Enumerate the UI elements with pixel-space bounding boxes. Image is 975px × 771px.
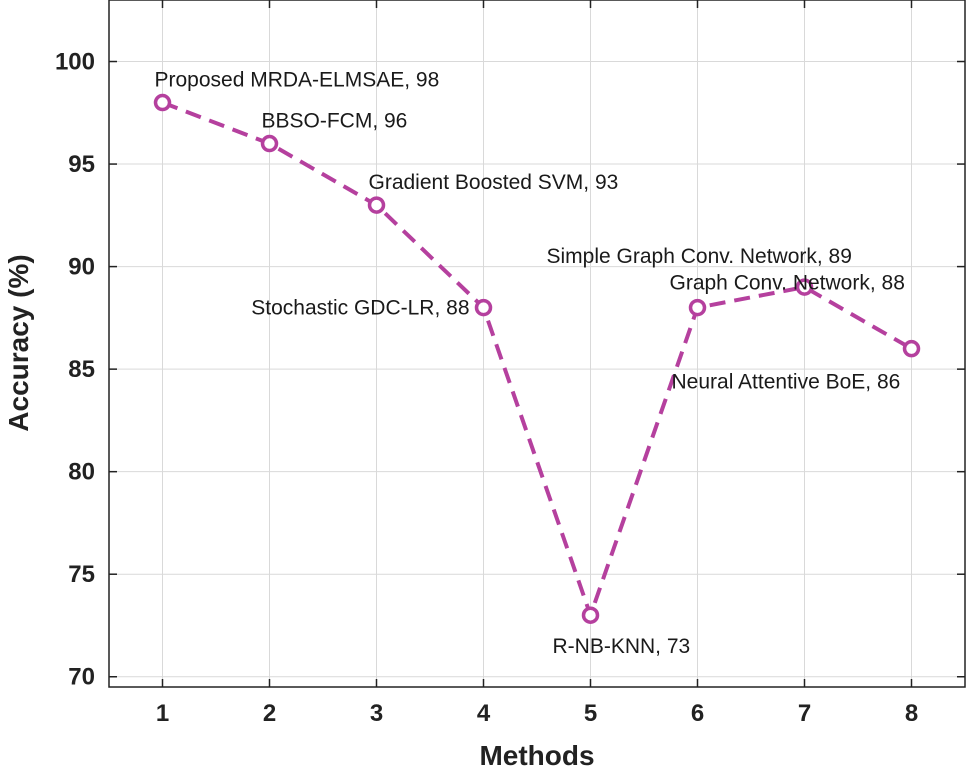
x-tick-label: 3 xyxy=(370,700,383,727)
point-annotations: Proposed MRDA-ELMSAE, 98 BBSO-FCM, 96 Grad… xyxy=(155,69,905,659)
x-tick-label: 2 xyxy=(263,700,276,727)
data-point-marker xyxy=(688,298,707,317)
y-tick-label: 70 xyxy=(68,664,95,691)
y-tick-label: 80 xyxy=(68,459,95,486)
y-tick-label: 75 xyxy=(68,561,95,588)
series-accuracy xyxy=(153,93,921,624)
x-axis-ticks: 1 2 3 4 5 6 7 8 xyxy=(156,0,918,727)
data-point-marker xyxy=(153,93,172,112)
point-annotation-label: Stochastic GDC-LR, 88 xyxy=(251,297,469,320)
y-tick-label: 85 xyxy=(68,356,95,383)
data-point-marker xyxy=(260,134,279,153)
y-tick-label: 100 xyxy=(55,49,95,76)
data-point-marker xyxy=(367,196,386,214)
data-point-marker xyxy=(795,278,814,296)
point-annotation-label: Simple Graph Conv. Network, 89 xyxy=(547,245,852,268)
point-annotation-label: BBSO-FCM, 96 xyxy=(262,110,408,133)
plot-background xyxy=(109,0,965,687)
data-point-marker xyxy=(474,298,493,317)
x-tick-label: 4 xyxy=(477,700,491,727)
y-tick-label: 95 xyxy=(68,151,95,178)
point-annotation-label: R-NB-KNN, 73 xyxy=(553,635,691,658)
x-tick-label: 6 xyxy=(691,700,704,727)
y-axis-ticks: 70 75 80 85 90 95 100 xyxy=(55,49,965,691)
data-point-marker xyxy=(581,606,600,624)
point-annotation-label: Neural Attentive BoE, 86 xyxy=(672,371,901,394)
point-annotation-label: Proposed MRDA-ELMSAE, 98 xyxy=(155,69,440,92)
x-axis-label: Methods xyxy=(479,740,594,771)
point-annotation-label: Gradient Boosted SVM, 93 xyxy=(369,171,619,194)
data-point-marker xyxy=(902,339,921,358)
x-tick-label: 1 xyxy=(156,700,169,727)
series-line xyxy=(161,100,913,618)
y-tick-label: 90 xyxy=(68,254,95,281)
grid-lines xyxy=(109,0,965,687)
y-axis-label: Accuracy (%) xyxy=(3,254,34,431)
point-annotation-label: Graph Conv. Network, 88 xyxy=(670,272,905,295)
x-tick-label: 5 xyxy=(584,700,597,727)
x-tick-label: 8 xyxy=(905,700,918,727)
plot-frame xyxy=(108,0,966,688)
x-tick-label: 7 xyxy=(798,700,811,727)
